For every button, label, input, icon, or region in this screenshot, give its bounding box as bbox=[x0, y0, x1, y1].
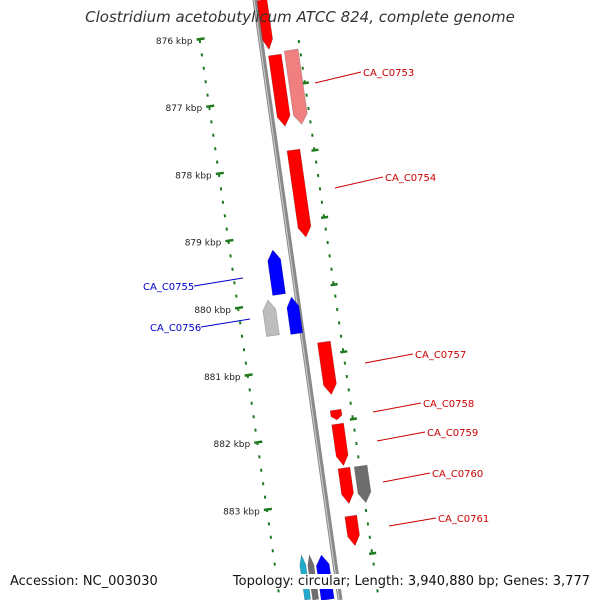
ruler-label: 880 kbp bbox=[194, 306, 231, 316]
gene-leader-line bbox=[376, 431, 426, 442]
major-tick-right bbox=[301, 81, 310, 85]
gene-arrow-forward[interactable] bbox=[329, 408, 343, 421]
reverse-scale-ticks bbox=[198, 39, 280, 593]
ruler-label: 882 kbp bbox=[214, 440, 251, 450]
gene-arrow-forward[interactable] bbox=[344, 514, 360, 547]
gene-leader-line bbox=[200, 318, 251, 328]
major-tick-right bbox=[311, 148, 319, 152]
gene-arrow-forward[interactable] bbox=[268, 53, 291, 127]
major-tick-right bbox=[330, 282, 338, 287]
gene-arrow-gray[interactable] bbox=[262, 299, 280, 337]
topology-text: Topology: circular; Length: 3,940,880 bp… bbox=[232, 574, 590, 589]
major-tick-left bbox=[196, 37, 205, 41]
gene-label[interactable]: CA_C0753 bbox=[363, 68, 414, 79]
gene-arrow-forward[interactable] bbox=[256, 0, 273, 51]
gene-leader-line bbox=[382, 472, 431, 483]
gene-arrow-reverse[interactable] bbox=[267, 249, 286, 296]
forward-scale-ticks bbox=[297, 39, 379, 593]
gene-arrow-reverse[interactable] bbox=[286, 296, 303, 335]
major-tick-left bbox=[254, 440, 263, 445]
gene-label[interactable]: CA_C0758 bbox=[423, 399, 474, 410]
genome-backbone-highlight bbox=[253, 0, 340, 600]
gene-label[interactable]: CA_C0754 bbox=[385, 173, 436, 184]
gene-label[interactable]: CA_C0757 bbox=[415, 350, 466, 361]
gene-label[interactable]: CA_C0755 bbox=[143, 282, 194, 293]
major-tick-right bbox=[349, 417, 358, 421]
gene-label[interactable]: CA_C0760 bbox=[432, 469, 483, 480]
map-title: Clostridium acetobutylicum ATCC 824, com… bbox=[85, 8, 515, 26]
ruler-label: 878 kbp bbox=[175, 171, 212, 181]
gene-label[interactable]: CA_C0759 bbox=[427, 428, 478, 439]
ruler-label: 883 kbp bbox=[223, 507, 260, 517]
major-tick-left bbox=[206, 104, 215, 109]
gene-arrow-forward[interactable] bbox=[286, 148, 312, 238]
major-tick-left bbox=[215, 171, 224, 176]
gene-arrow-forward[interactable] bbox=[317, 340, 337, 396]
major-tick-left bbox=[225, 238, 234, 243]
major-tick-right bbox=[320, 215, 329, 220]
ruler-label: 877 kbp bbox=[165, 104, 202, 114]
major-tick-left bbox=[244, 373, 253, 377]
major-tick-right bbox=[340, 350, 348, 354]
genome-backbone bbox=[252, 0, 343, 600]
gene-leader-line bbox=[388, 517, 437, 527]
ruler-label: 876 kbp bbox=[156, 37, 193, 47]
gene-arrow-forward[interactable] bbox=[331, 422, 349, 467]
major-tick-right bbox=[368, 551, 377, 556]
gene-leader-line bbox=[364, 353, 414, 364]
major-tick-left bbox=[263, 507, 273, 512]
accession-text: Accession: NC_003030 bbox=[10, 574, 158, 589]
gene-leader-line bbox=[372, 402, 422, 413]
gene-label[interactable]: CA_C0761 bbox=[438, 514, 489, 525]
gene-arrow-gray[interactable] bbox=[353, 464, 372, 504]
ruler-label: 879 kbp bbox=[185, 239, 222, 249]
major-tick-left bbox=[234, 305, 244, 310]
gene-leader-line bbox=[314, 71, 362, 84]
ruler-label: 881 kbp bbox=[204, 373, 241, 383]
gene-label[interactable]: CA_C0756 bbox=[150, 323, 201, 334]
gene-leader-line bbox=[193, 277, 244, 287]
gene-arrow-forward[interactable] bbox=[337, 466, 354, 505]
gene-leader-line bbox=[334, 176, 384, 189]
gene-arrow-forward-light[interactable] bbox=[283, 48, 308, 125]
